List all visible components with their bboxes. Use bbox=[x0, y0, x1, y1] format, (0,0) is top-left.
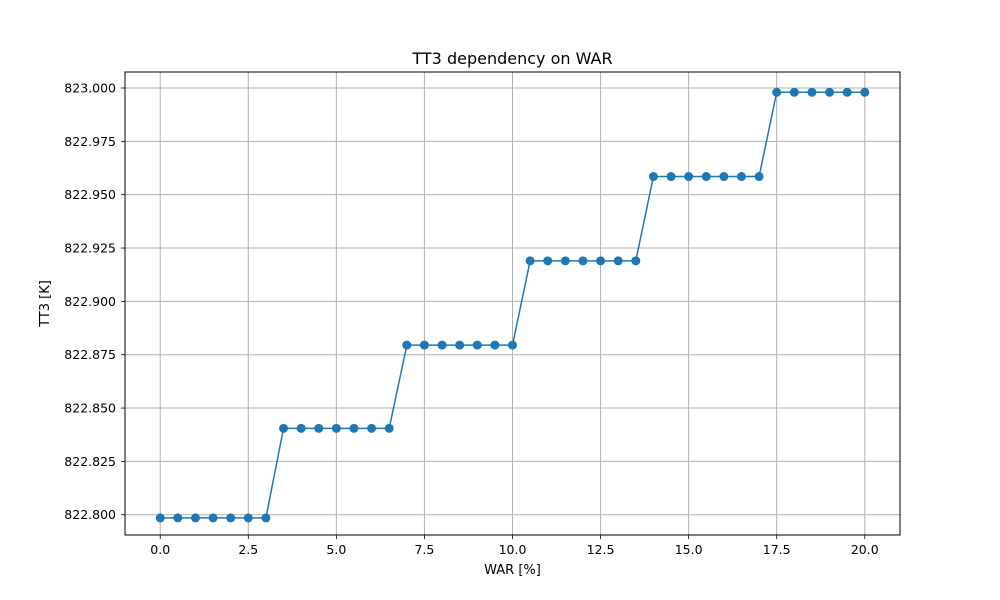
data-point bbox=[596, 256, 606, 266]
x-tick-label: 15.0 bbox=[675, 542, 703, 557]
data-point bbox=[367, 423, 377, 433]
x-tick-label: 12.5 bbox=[587, 542, 615, 557]
chart-title: TT3 dependency on WAR bbox=[411, 49, 612, 68]
x-tick-label: 20.0 bbox=[851, 542, 879, 557]
data-point bbox=[578, 256, 588, 266]
data-point bbox=[648, 172, 658, 182]
data-point bbox=[243, 513, 253, 523]
data-point bbox=[384, 423, 394, 433]
y-tick-label: 823.000 bbox=[64, 81, 116, 96]
data-point bbox=[349, 423, 359, 433]
grid bbox=[125, 72, 900, 535]
data-point bbox=[279, 423, 289, 433]
x-tick-label: 2.5 bbox=[238, 542, 258, 557]
data-point bbox=[842, 87, 852, 97]
data-point bbox=[437, 340, 447, 350]
y-axis: 822.800 822.825 822.850 822.875 822.900 822.9… bbox=[64, 81, 125, 522]
x-axis: 0.0 2.5 5.0 7.5 10.0 12.5 15.0 17.5 20.0 bbox=[150, 535, 879, 557]
x-tick-label: 10.0 bbox=[499, 542, 527, 557]
x-tick-label: 7.5 bbox=[414, 542, 434, 557]
series-layer bbox=[155, 87, 870, 523]
data-point bbox=[736, 172, 746, 182]
data-point bbox=[754, 172, 764, 182]
data-point bbox=[490, 340, 500, 350]
data-point bbox=[419, 340, 429, 350]
data-point bbox=[155, 513, 165, 523]
data-point bbox=[825, 87, 835, 97]
data-point bbox=[190, 513, 200, 523]
data-point bbox=[631, 256, 641, 266]
data-point bbox=[226, 513, 236, 523]
data-point bbox=[719, 172, 729, 182]
data-point bbox=[455, 340, 465, 350]
data-point bbox=[261, 513, 271, 523]
data-point bbox=[613, 256, 623, 266]
x-tick-label: 17.5 bbox=[763, 542, 791, 557]
data-point bbox=[701, 172, 711, 182]
x-tick-label: 5.0 bbox=[326, 542, 346, 557]
y-tick-label: 822.900 bbox=[64, 294, 116, 309]
y-tick-label: 822.950 bbox=[64, 187, 116, 202]
data-point bbox=[173, 513, 183, 523]
y-tick-label: 822.850 bbox=[64, 401, 116, 416]
data-point bbox=[789, 87, 799, 97]
y-tick-label: 822.925 bbox=[64, 241, 116, 256]
y-tick-label: 822.975 bbox=[64, 134, 116, 149]
data-point bbox=[560, 256, 570, 266]
data-point bbox=[807, 87, 817, 97]
data-point bbox=[543, 256, 553, 266]
data-point bbox=[772, 87, 782, 97]
data-point bbox=[525, 256, 535, 266]
data-point bbox=[208, 513, 218, 523]
y-tick-label: 822.825 bbox=[64, 454, 116, 469]
x-tick-label: 0.0 bbox=[150, 542, 170, 557]
data-point bbox=[666, 172, 676, 182]
data-point bbox=[472, 340, 482, 350]
y-tick-label: 822.800 bbox=[64, 507, 116, 522]
data-point bbox=[684, 172, 694, 182]
data-point bbox=[314, 423, 324, 433]
data-point bbox=[296, 423, 306, 433]
data-point bbox=[508, 340, 517, 350]
x-axis-label: WAR [%] bbox=[484, 563, 541, 578]
data-point bbox=[860, 87, 870, 97]
y-axis-label: TT3 [K] bbox=[38, 280, 53, 328]
data-point bbox=[331, 423, 341, 433]
data-point bbox=[402, 340, 412, 350]
y-tick-label: 822.875 bbox=[64, 347, 116, 362]
